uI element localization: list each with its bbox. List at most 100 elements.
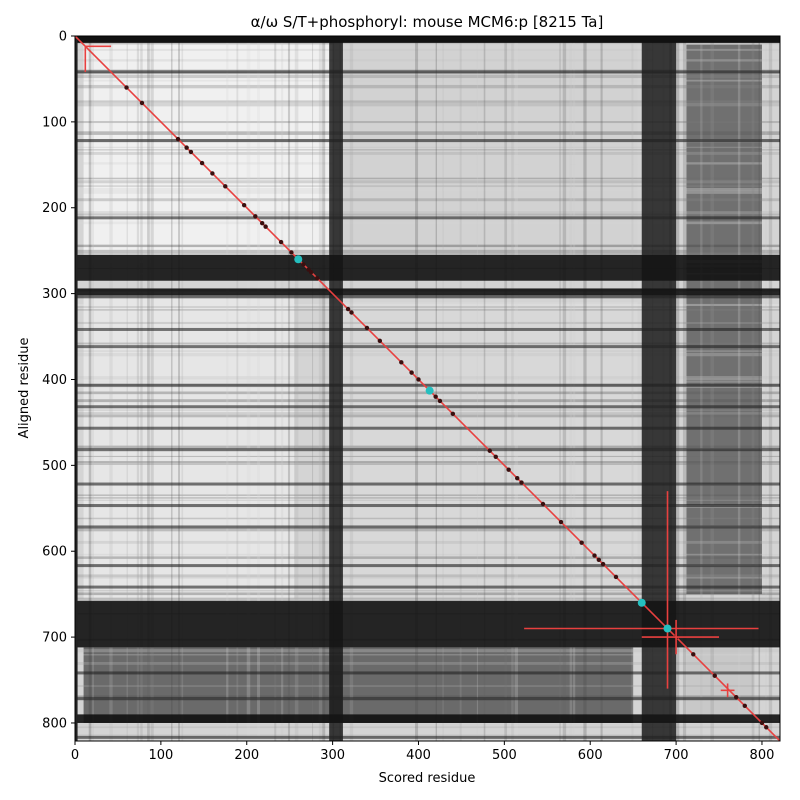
dark-data-point <box>579 540 584 545</box>
heatmap-col-streak <box>573 36 576 741</box>
heatmap-row-streak <box>75 252 780 256</box>
heatmap-dark-row-band <box>75 288 780 296</box>
dark-data-point <box>377 338 383 344</box>
heatmap-row-streak <box>75 211 780 215</box>
heatmap-row-streak <box>75 517 780 520</box>
heatmap-dark-line <box>75 503 780 507</box>
heatmap-row-streak <box>75 198 780 202</box>
heatmap-dark-line <box>75 671 780 675</box>
heatmap-col-streak <box>92 36 94 741</box>
heatmap-row-streak <box>75 79 780 82</box>
heatmap-row-streak <box>75 589 780 592</box>
heatmap-row-streak <box>75 378 780 381</box>
heatmap-col-streak <box>600 36 603 741</box>
dark-data-point <box>263 224 268 229</box>
heatmap-col-streak <box>274 36 277 741</box>
heatmap-row-streak <box>75 84 780 89</box>
dark-data-point <box>596 557 602 563</box>
heatmap-row-streak <box>75 162 780 165</box>
heatmap-dark-line <box>75 448 780 452</box>
heatmap-block <box>686 44 762 595</box>
cyan-data-point <box>425 386 434 395</box>
dark-data-point <box>493 454 498 459</box>
dark-data-point <box>289 250 294 255</box>
dark-data-point <box>450 411 456 417</box>
heatmap-dark-line <box>75 525 780 529</box>
heatmap-col-streak <box>226 36 229 741</box>
dark-data-point <box>259 220 265 226</box>
heatmap-row-streak <box>75 100 780 103</box>
heatmap-row-streak <box>75 414 780 418</box>
dark-data-point <box>278 239 284 245</box>
heatmap-col-streak <box>768 36 773 741</box>
dark-data-point <box>188 149 194 155</box>
heatmap-row-streak <box>75 739 780 741</box>
dark-data-point <box>139 100 145 106</box>
heatmap-col-streak <box>287 36 291 741</box>
heatmap-col-streak <box>178 36 181 741</box>
heatmap-row-streak <box>75 445 780 450</box>
heatmap-dark-line <box>75 482 780 486</box>
heatmap-dark-line <box>75 426 780 430</box>
heatmap-row-streak <box>75 600 780 602</box>
heatmap-row-streak <box>75 177 780 180</box>
heatmap-col-streak <box>312 36 314 741</box>
cyan-data-point <box>637 598 646 607</box>
heatmap-col-streak <box>504 36 508 741</box>
heatmap-dark-line <box>75 383 780 387</box>
heatmap-row-streak <box>75 409 780 411</box>
heatmap-dark-line <box>75 564 780 568</box>
y-axis-label: Aligned residue <box>17 338 32 439</box>
dark-data-point <box>540 501 546 507</box>
heatmap-left-edge <box>75 36 78 741</box>
heatmap-row-streak <box>75 649 780 653</box>
heatmap-row-streak <box>75 654 780 656</box>
dark-data-point <box>241 202 247 208</box>
dark-data-point <box>349 310 354 315</box>
heatmap-col-streak <box>126 36 128 741</box>
heatmap-row-streak <box>75 321 780 325</box>
heatmap-dark-line <box>75 405 780 409</box>
dark-data-point <box>184 145 189 150</box>
dark-data-point <box>301 262 306 267</box>
heatmap-row-streak <box>75 381 780 383</box>
dark-data-point <box>592 553 597 558</box>
cyan-data-point <box>294 255 303 264</box>
dark-data-point <box>199 160 205 166</box>
heatmap-row-streak <box>75 463 780 465</box>
y-tick-label: 100 <box>42 115 67 130</box>
marks-layer <box>75 36 780 741</box>
cyan-data-point <box>663 624 672 633</box>
dark-data-point <box>487 448 492 453</box>
heatmap-col-streak <box>322 36 326 741</box>
x-tick-label: 700 <box>664 748 689 763</box>
heatmap-col-streak <box>171 36 173 741</box>
heatmap-row-streak <box>75 386 780 388</box>
chart-title: α/ω S/T+phosphoryl: mouse MCM6:p [8215 T… <box>251 13 604 31</box>
heatmap-row-streak <box>75 74 780 79</box>
dark-data-point <box>437 398 443 404</box>
plot-area <box>75 36 780 741</box>
x-tick-label: 300 <box>320 748 345 763</box>
heatmap-col-streak <box>88 36 92 741</box>
y-tick-label: 800 <box>42 716 67 731</box>
heatmap-row-streak <box>75 726 780 729</box>
y-tick-label: 500 <box>42 459 67 474</box>
heatmap-col-streak <box>765 36 767 741</box>
heatmap-col-streak <box>758 36 761 741</box>
heatmap-col-streak <box>435 36 437 741</box>
heatmap-col-streak <box>483 36 486 741</box>
dark-data-point <box>515 476 520 481</box>
dark-data-point <box>253 214 258 219</box>
heatmap-row-streak <box>75 461 780 464</box>
heatmap-row-streak <box>75 190 780 194</box>
dark-data-point <box>759 720 765 726</box>
y-tick-label: 200 <box>42 201 67 216</box>
heatmap-col-streak <box>442 36 444 741</box>
dark-data-point <box>175 136 181 142</box>
heatmap-row-streak <box>75 102 780 107</box>
heatmap-block <box>334 44 638 290</box>
heatmap-dark-line <box>75 697 780 701</box>
y-tick-label: 700 <box>42 631 67 646</box>
heatmap-row-streak <box>75 592 780 596</box>
